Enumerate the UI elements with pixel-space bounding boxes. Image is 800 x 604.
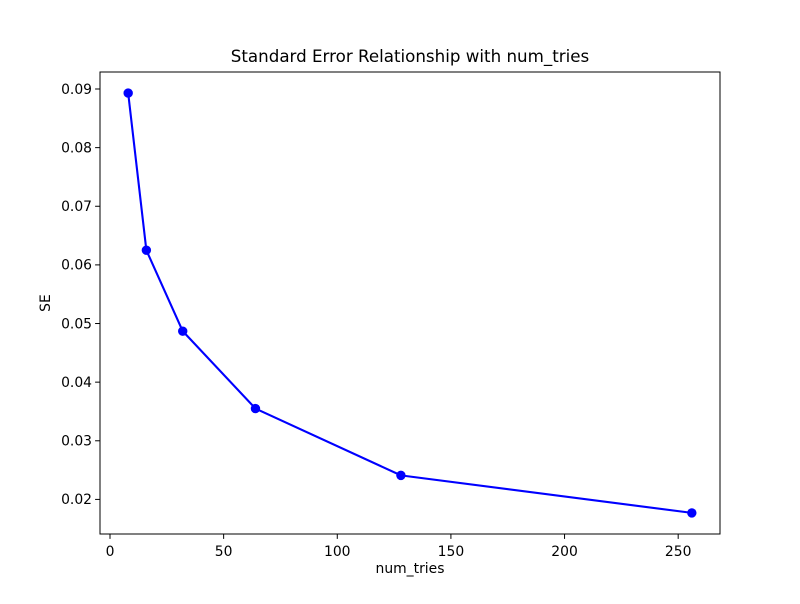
y-tick-label: 0.09 bbox=[61, 82, 92, 98]
y-tick-label: 0.04 bbox=[61, 375, 92, 391]
x-tick-label: 0 bbox=[106, 544, 115, 560]
axes-frame bbox=[99, 71, 721, 535]
data-point-marker bbox=[687, 508, 697, 518]
x-tick-label: 150 bbox=[438, 544, 465, 560]
y-tick-label: 0.03 bbox=[61, 434, 92, 450]
y-axis-label: SE bbox=[38, 294, 54, 312]
y-tick-label: 0.07 bbox=[61, 199, 92, 215]
x-tick-label: 50 bbox=[215, 544, 233, 560]
y-tick-label: 0.08 bbox=[61, 140, 92, 156]
y-tick-label: 0.05 bbox=[61, 316, 92, 332]
x-tick-label: 100 bbox=[324, 544, 351, 560]
x-tick-label: 200 bbox=[551, 544, 578, 560]
chart-title: Standard Error Relationship with num_tri… bbox=[231, 46, 589, 67]
x-tick-label: 250 bbox=[665, 544, 692, 560]
data-point-marker bbox=[141, 245, 152, 255]
y-tick-label: 0.02 bbox=[61, 492, 92, 508]
data-point-marker bbox=[123, 88, 133, 98]
x-axis-label: num_tries bbox=[376, 561, 445, 577]
se-line bbox=[127, 92, 693, 514]
data-point-marker bbox=[396, 470, 406, 481]
y-tick-label: 0.06 bbox=[61, 258, 92, 274]
data-point-marker bbox=[178, 326, 188, 336]
data-point-marker bbox=[250, 403, 261, 414]
